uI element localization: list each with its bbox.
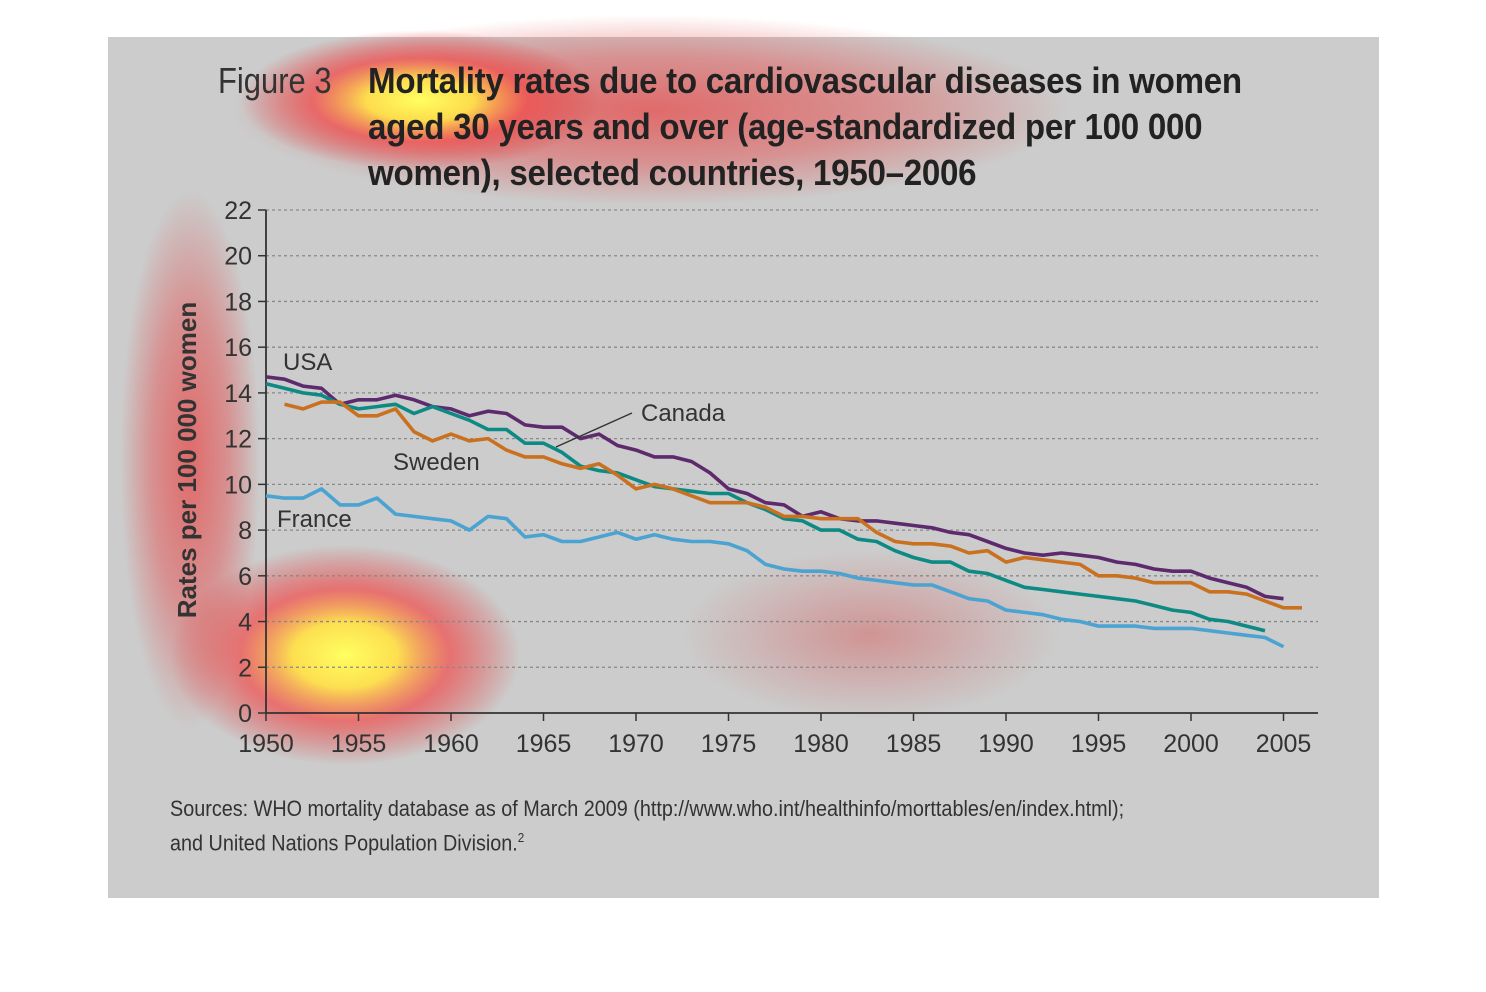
source-line-2-text: and United Nations Population Division. xyxy=(170,830,518,856)
y-tick-label-14: 14 xyxy=(224,380,252,408)
y-tick-label-0: 0 xyxy=(238,700,252,728)
series-line-france xyxy=(265,487,1285,649)
chart-title-line-2: aged 30 years and over (age-standardized… xyxy=(368,106,1203,147)
chart-title-line-1: Mortality rates due to cardiovascular di… xyxy=(368,60,1242,101)
y-tick-label-8: 8 xyxy=(238,517,252,545)
y-tick-label-22: 22 xyxy=(224,197,252,225)
y-tick-label-2: 2 xyxy=(238,654,252,682)
x-tick-label-1995: 1995 xyxy=(1071,730,1127,758)
y-axis-ticks: 0 2 4 6 8 10 12 14 16 18 20 22 xyxy=(224,197,266,728)
source-line-1: Sources: WHO mortality database as of Ma… xyxy=(170,796,1125,821)
source-line-2: and United Nations Population Division.2 xyxy=(170,830,524,856)
series-label-france: France xyxy=(277,506,352,533)
x-tick-label-1975: 1975 xyxy=(701,730,757,758)
y-tick-label-12: 12 xyxy=(224,426,252,454)
heat-title-hotspot xyxy=(240,30,600,170)
x-tick-label-2000: 2000 xyxy=(1163,730,1219,758)
series-label-sweden: Sweden xyxy=(393,449,480,476)
figure-label: Figure 3 xyxy=(218,60,332,101)
x-tick-label-1960: 1960 xyxy=(423,730,479,758)
series-line-canada xyxy=(265,382,1266,633)
canada-leader-line xyxy=(555,412,633,448)
series-lines xyxy=(265,375,1302,649)
y-tick-label-4: 4 xyxy=(238,609,252,637)
axes xyxy=(265,210,1318,714)
source-footnote-marker: 2 xyxy=(517,830,525,845)
y-tick-label-6: 6 xyxy=(238,563,252,591)
x-tick-label-1950: 1950 xyxy=(238,730,294,758)
heat-lower-left-hotspot xyxy=(170,545,520,765)
y-tick-label-16: 16 xyxy=(224,334,252,362)
x-axis-ticks: 1950 1955 1960 1965 1970 1975 1980 1985 1990 1995… xyxy=(238,713,1311,758)
series-line-sweden xyxy=(284,400,1302,610)
x-tick-label-1990: 1990 xyxy=(978,730,1034,758)
gridlines xyxy=(266,209,1318,668)
y-tick-label-10: 10 xyxy=(224,471,252,499)
series-label-usa: USA xyxy=(283,349,332,376)
x-tick-label-1955: 1955 xyxy=(331,730,387,758)
x-tick-label-1985: 1985 xyxy=(886,730,942,758)
y-axis-label: Rates per 100 000 women xyxy=(172,302,202,619)
y-tick-label-18: 18 xyxy=(224,288,252,316)
x-tick-label-1970: 1970 xyxy=(608,730,664,758)
x-tick-label-1980: 1980 xyxy=(793,730,849,758)
y-tick-label-20: 20 xyxy=(224,243,252,271)
x-tick-label-1965: 1965 xyxy=(516,730,572,758)
heat-center-faint xyxy=(680,550,1060,720)
series-labels: USA Canada Sweden France xyxy=(277,349,726,533)
x-tick-label-2005: 2005 xyxy=(1256,730,1312,758)
chart-title-line-3: women), selected countries, 1950–2006 xyxy=(368,152,977,193)
series-label-canada: Canada xyxy=(641,400,726,427)
